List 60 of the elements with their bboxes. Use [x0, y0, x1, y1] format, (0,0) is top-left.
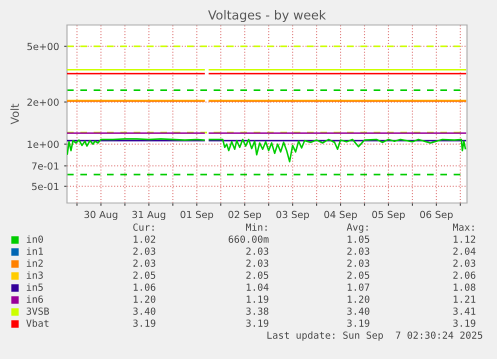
- text: 3.19: [246, 319, 268, 327]
- x-tick-label: 31 Aug: [132, 210, 166, 220]
- text: 3.40: [347, 307, 370, 315]
- x-tick-label: 03 Sep: [276, 210, 309, 220]
- text: 2.05: [347, 271, 370, 279]
- text: 2.03: [133, 259, 156, 267]
- x-tick-label: 05 Sep: [372, 210, 405, 220]
- text: 2.03: [453, 259, 476, 267]
- legend-label: in6: [26, 295, 43, 303]
- x-tick-label: 04 Sep: [324, 210, 357, 220]
- text: 1.04: [246, 283, 269, 291]
- y-tick-label: 7e-01: [32, 162, 58, 170]
- text: 1.05: [348, 235, 370, 243]
- text: 2.03: [347, 247, 370, 255]
- text: 3.19: [453, 319, 476, 327]
- text: 1.21: [454, 295, 476, 303]
- x-tick-label: 01 Sep: [180, 210, 214, 220]
- text: 2.04: [453, 247, 476, 255]
- x-tick-label: 30 Aug: [84, 210, 118, 220]
- chart-title: Voltages - by week: [208, 10, 326, 22]
- text: Min:: [246, 223, 267, 231]
- text: Max:: [452, 224, 474, 231]
- text: 3.41: [453, 307, 476, 315]
- legend-label: in0: [26, 235, 43, 243]
- text: 1.02: [134, 235, 156, 243]
- text: 2.03: [246, 259, 268, 267]
- text: 2.06: [453, 271, 476, 279]
- text: 2.03: [133, 247, 156, 255]
- x-tick-label: 02 Sep: [228, 210, 262, 220]
- legend-label: in2: [26, 259, 43, 267]
- text: 2.05: [246, 271, 268, 279]
- text: Cur:: [133, 223, 154, 231]
- legend-label: 3VSB: [26, 307, 49, 315]
- text: 3.38: [246, 307, 268, 315]
- text: 2.03: [246, 247, 268, 255]
- legend-label: in1: [26, 247, 43, 255]
- text: 1.06: [134, 283, 156, 291]
- legend-label: Vbat: [26, 319, 48, 327]
- text: 3.40: [133, 307, 156, 315]
- text: 1.08: [454, 283, 476, 291]
- y-axis-title: Volt: [10, 104, 19, 124]
- text: 1.20: [134, 295, 156, 303]
- y-tick-label: 5e-01: [32, 182, 58, 190]
- text: 660.00m: [228, 235, 269, 243]
- legend-label: in3: [26, 271, 43, 279]
- text: 2.03: [347, 259, 370, 267]
- x-tick-label: 06 Sep: [420, 210, 453, 220]
- legend-label: in5: [26, 283, 43, 291]
- text: 1.20: [348, 295, 370, 303]
- text: 3.19: [347, 319, 370, 327]
- y-tick-label: 2e+00: [27, 98, 59, 106]
- text: 3.19: [133, 319, 156, 327]
- y-tick-label: 5e+00: [27, 42, 59, 50]
- y-tick-label: 1e+00: [28, 140, 59, 148]
- text: 2.05: [133, 271, 156, 279]
- text: 1.12: [454, 235, 476, 243]
- text: Last update: Sun Sep 7 02:30:24 2025: [267, 331, 482, 341]
- text: 1.07: [348, 283, 370, 291]
- text: Avg:: [346, 224, 368, 233]
- text: 1.19: [246, 295, 268, 303]
